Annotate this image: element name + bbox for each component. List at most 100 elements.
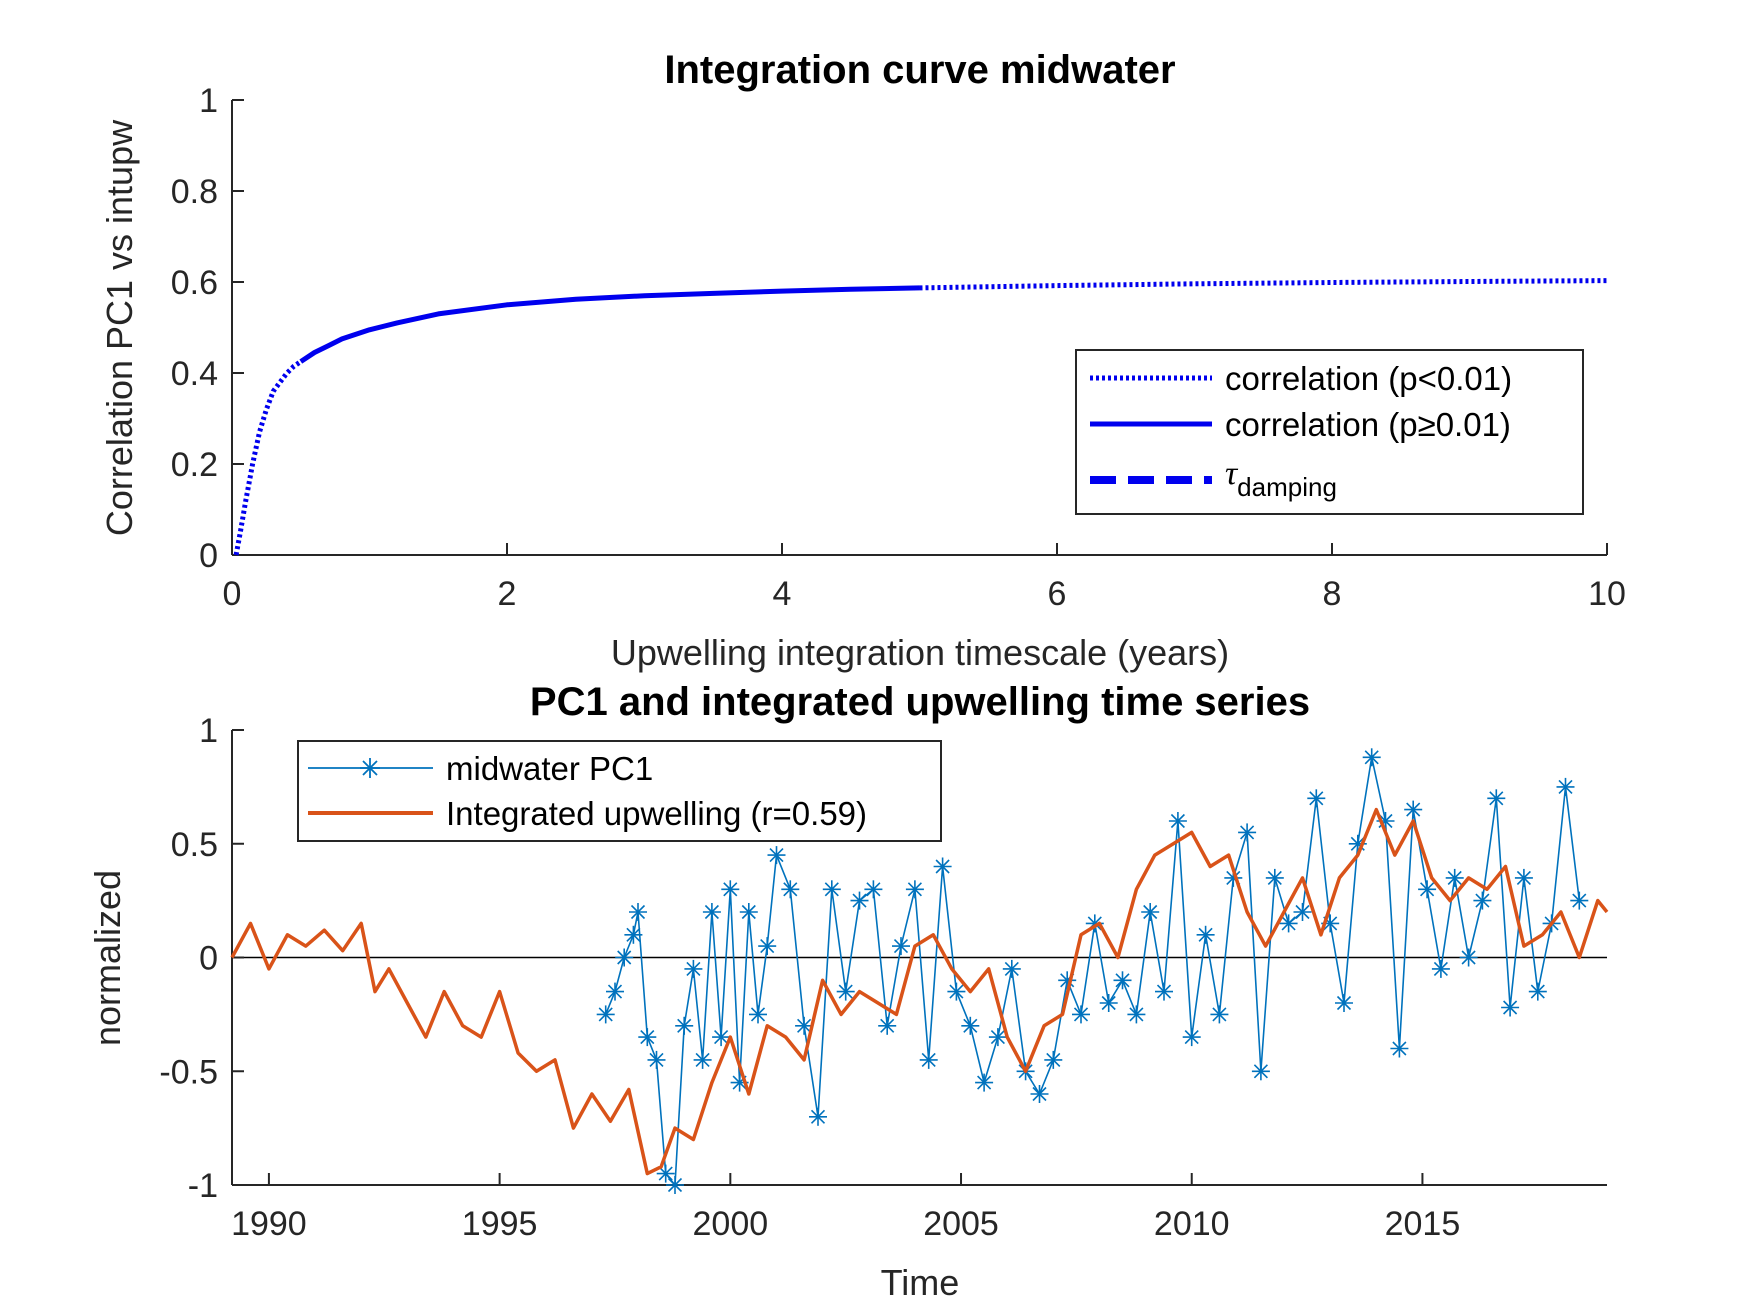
top-chart-title: Integration curve midwater (664, 48, 1175, 92)
series-line-pc1 (604, 756, 1581, 1186)
pc1-data-point (1044, 1050, 1063, 1069)
pc1-data-point (1459, 948, 1478, 967)
pc1-data-point (809, 1107, 827, 1126)
pc1-data-point (1473, 891, 1492, 910)
top-y-tick-label: 0 (199, 537, 218, 575)
series-line-solid (299, 285, 920, 364)
pc1-data-point (758, 937, 777, 956)
bottom-legend-box (297, 740, 942, 842)
bottom-y-tick-label: 0 (199, 940, 218, 978)
top-x-ticks: 0 2 4 6 8 10 (223, 543, 1626, 613)
pc1-data-point (975, 1073, 994, 1092)
bottom-y-ticks: -1 -0.5 0 0.5 1 (159, 712, 244, 1205)
legend-label-tau: τdamping (1225, 455, 1337, 502)
bottom-x-tick-label: 2015 (1385, 1205, 1461, 1243)
pc1-data-point (1238, 823, 1257, 842)
pc1-data-point (1251, 1062, 1270, 1081)
pc1-data-point (1570, 891, 1589, 910)
pc1-data-point (1335, 994, 1353, 1012)
bottom-legend: midwater PC1 Integrated upwelling (r=0.5… (297, 740, 942, 842)
pc1-data-point (606, 982, 624, 1001)
pc1-data-point (1390, 1039, 1409, 1058)
pc1-data-point (675, 1016, 694, 1035)
pc1-data-point (1514, 868, 1533, 887)
pc1-data-point (1182, 1028, 1201, 1047)
top-x-tick-label: 4 (773, 575, 792, 613)
pc1-data-point (749, 1005, 767, 1024)
pc1-data-point (878, 1016, 897, 1035)
top-y-tick-label: 0.8 (171, 173, 218, 211)
pc1-data-point (1265, 868, 1284, 887)
legend-label-upwelling: Integrated upwelling (r=0.59) (446, 795, 867, 832)
bottom-y-axis-label: normalized (87, 870, 128, 1046)
pc1-data-point (666, 1176, 684, 1194)
top-y-tick-label: 0.2 (171, 446, 218, 484)
pc1-data-point (947, 982, 966, 1001)
pc1-data-point (1404, 800, 1423, 819)
pc1-data-point (693, 1050, 712, 1069)
top-x-tick-label: 10 (1588, 575, 1626, 613)
pc1-data-point (1431, 959, 1450, 978)
bottom-x-axis-label: Time (881, 1262, 960, 1303)
top-x-axis-label: Upwelling integration timescale (years) (611, 632, 1229, 673)
pc1-data-point (1487, 789, 1506, 808)
series-line-dotted (233, 359, 303, 556)
bottom-x-ticks: 1990 1995 2000 2005 2010 2015 (231, 1173, 1460, 1243)
pc1-data-point (1307, 789, 1326, 808)
top-y-axis-label: Correlation PC1 vs intupw (99, 119, 140, 536)
pc1-data-point (1141, 903, 1160, 921)
top-x-tick-label: 0 (223, 575, 242, 613)
pc1-data-point (596, 1005, 615, 1024)
pc1-data-point (781, 880, 800, 899)
pc1-data-point (702, 903, 721, 921)
pc1-data-point (1210, 1005, 1229, 1024)
bottom-chart-title: PC1 and integrated upwelling time series (530, 680, 1310, 724)
pc1-data-point (822, 880, 841, 899)
pc1-data-point (712, 1028, 731, 1047)
pc1-data-point (1196, 925, 1215, 944)
pc1-data-point (864, 880, 883, 899)
pc1-data-point (850, 891, 869, 910)
pc1-data-point (638, 1028, 657, 1047)
pc1-data-point (1030, 1085, 1049, 1103)
pc1-data-point (1321, 914, 1340, 933)
pc1-data-point (892, 937, 910, 956)
bottom-x-tick-label: 2005 (923, 1205, 999, 1243)
top-axes: Integration curve midwater 0 2 4 6 8 10 00.20… (99, 48, 1626, 673)
pc1-data-point (1556, 777, 1575, 796)
legend-tau-symbol: τ (1225, 455, 1239, 492)
pc1-data-point (905, 880, 924, 899)
pc1-data-point (919, 1050, 938, 1069)
top-y-ticks: 0 0.2 0.4 0.6 0.8 1 (171, 82, 244, 575)
pc1-data-point (988, 1028, 1007, 1047)
top-x-tick-label: 6 (1048, 575, 1067, 613)
pc1-data-point (961, 1016, 980, 1035)
pc1-data-point (1113, 971, 1132, 990)
series-line-dotted (919, 278, 1608, 291)
pc1-data-point (1418, 880, 1437, 899)
top-legend: correlation (p<0.01) correlation (p≥0.01… (1075, 349, 1584, 515)
bottom-y-tick-label: -1 (188, 1167, 218, 1205)
pc1-data-point (1072, 1005, 1090, 1024)
bottom-x-tick-label: 1990 (231, 1205, 307, 1243)
pc1-data-point (933, 857, 952, 876)
legend-label-solid: correlation (p≥0.01) (1225, 406, 1511, 443)
pc1-data-point (1528, 982, 1547, 1001)
pc1-data-point (1127, 1005, 1146, 1024)
series-line-upwelling (230, 807, 1609, 1176)
pc1-data-point (1002, 959, 1021, 978)
top-y-tick-label: 1 (199, 82, 218, 120)
pc1-data-point (739, 903, 758, 921)
legend-swatch-pc1-marker (360, 758, 380, 778)
pc1-data-point (647, 1050, 666, 1069)
top-y-tick-label: 0.4 (171, 355, 218, 393)
pc1-data-point (1155, 982, 1173, 1001)
top-x-tick-label: 2 (498, 575, 517, 613)
pc1-data-point (767, 846, 786, 865)
pc1-data-point (656, 1164, 675, 1183)
bottom-y-tick-label: 1 (199, 712, 218, 750)
legend-tau-subscript: damping (1237, 472, 1337, 502)
pc1-data-point (1362, 748, 1381, 767)
pc1-data-point (624, 925, 643, 944)
